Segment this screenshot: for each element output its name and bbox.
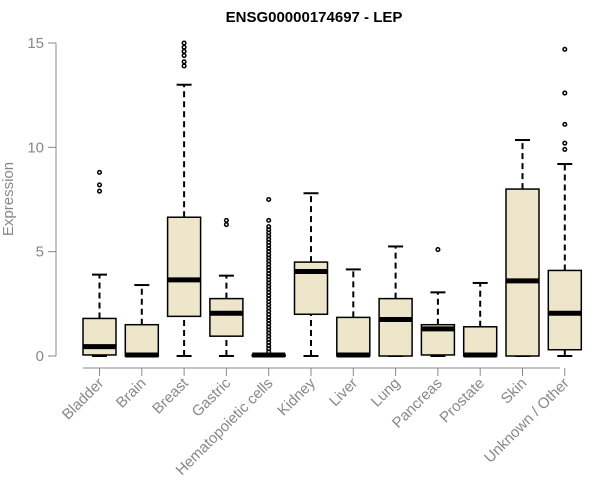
outlier-point: [181, 40, 187, 46]
box-brain: [124, 284, 160, 358]
y-axis-ticks: 0 5 10 15: [27, 35, 56, 365]
x-tick-label-liver: Liver: [326, 375, 361, 410]
box-breast: [166, 40, 202, 357]
outlier-point: [562, 121, 568, 127]
box-liver: [336, 268, 371, 358]
box-hematopoietic-cells: [251, 196, 286, 358]
y-axis-title: Expression: [0, 162, 17, 236]
iqr-box: [336, 316, 371, 357]
box-unknown-other: [547, 46, 583, 357]
iqr-box: [378, 297, 413, 357]
iqr-box: [547, 269, 583, 351]
iqr-box: [166, 216, 202, 318]
box-bladder: [82, 169, 117, 357]
x-tick-label-lung: Lung: [368, 375, 404, 411]
x-tick-label-skin: Skin: [498, 375, 531, 408]
outlier-point: [562, 146, 568, 152]
x-tick-label-kidney: Kidney: [274, 374, 319, 419]
box-lung: [378, 245, 413, 357]
iqr-box: [82, 317, 117, 356]
outlier-point: [562, 46, 568, 52]
outlier-point: [266, 196, 272, 203]
outlier-point: [435, 247, 441, 253]
outlier-point: [562, 140, 568, 146]
outlier-point: [96, 188, 103, 194]
x-tick-label-breast: Breast: [149, 374, 192, 417]
outlier-point: [181, 44, 187, 50]
x-tick-label-prostate: Prostate: [436, 375, 488, 427]
outlier-point: [223, 217, 229, 223]
iqr-box: [209, 297, 244, 337]
outlier-point: [96, 169, 103, 175]
outlier-point: [181, 48, 187, 54]
chart-title: ENSG00000174697 - LEP: [226, 9, 403, 26]
box-prostate: [462, 281, 498, 358]
box-series: [82, 40, 583, 358]
box-kidney: [293, 192, 329, 357]
outlier-point: [181, 59, 187, 65]
outlier-point: [266, 217, 272, 223]
outlier-point: [223, 221, 229, 228]
x-tick-label-brain: Brain: [113, 375, 150, 412]
y-tick-label: 15: [27, 35, 44, 52]
box-skin: [505, 139, 540, 357]
outlier-point: [181, 52, 187, 59]
outlier-point: [181, 63, 187, 69]
outlier-point: [266, 224, 272, 230]
box-pancreas: [420, 247, 456, 357]
y-tick-label: 0: [36, 348, 44, 365]
iqr-box: [124, 323, 160, 357]
outlier-point: [96, 182, 103, 188]
iqr-box: [505, 188, 540, 357]
outlier-point: [562, 90, 568, 96]
box-gastric: [209, 217, 244, 357]
y-tick-label: 5: [36, 244, 44, 261]
y-tick-label: 10: [27, 139, 44, 156]
x-tick-label-bladder: Bladder: [59, 375, 108, 424]
iqr-box: [462, 326, 498, 357]
